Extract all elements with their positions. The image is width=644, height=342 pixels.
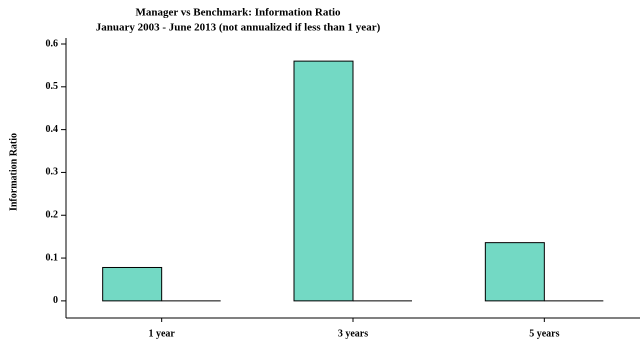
y-tick-label: 0.6: [46, 38, 59, 49]
y-tick-label: 0.4: [46, 124, 59, 135]
y-axis-title: Information Ratio: [8, 133, 19, 211]
x-tick-label: 3 years: [338, 328, 368, 339]
y-tick-label: 0.5: [46, 81, 59, 92]
y-tick-label: 0.2: [46, 210, 59, 221]
x-tick-label: 1 year: [148, 328, 175, 339]
y-tick-label: 0.1: [46, 252, 59, 263]
y-tick-label: 0: [53, 295, 58, 306]
y-tick-label: 0.3: [46, 167, 59, 178]
x-tick-label: 5 years: [529, 328, 559, 339]
bar: [102, 266, 163, 302]
chart-title: Manager vs Benchmark: Information Ratio: [135, 7, 341, 19]
chart-subtitle: January 2003 - June 2013 (not annualized…: [96, 22, 381, 34]
bar: [484, 242, 545, 302]
bar: [293, 60, 354, 302]
